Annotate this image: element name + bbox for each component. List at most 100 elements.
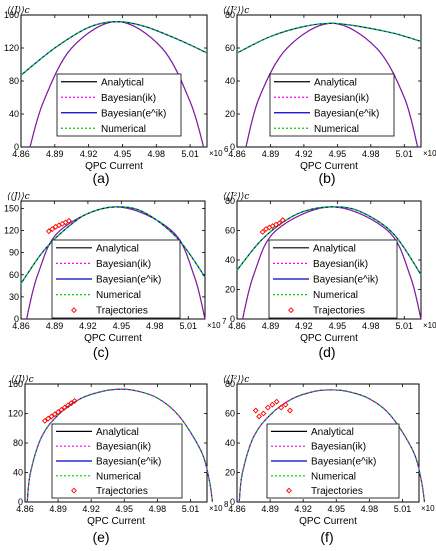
trajectory-point [65,402,71,409]
x-multiplier: ×10 [423,321,436,330]
y-axis-label: ⟨⟨J²⟩⟩c [223,192,249,202]
legend-box [56,73,182,137]
trajectory-point [68,400,75,407]
trajectory-point [273,398,280,405]
trajectory-point [287,407,293,414]
x-tick-label: 5.01 [394,504,412,514]
legend-label-0: Analytical [96,427,139,438]
x-multiplier: ×10 [421,504,435,513]
x-axis-label: QPC Current [299,516,357,527]
legend-marker-trajectories [288,307,294,314]
y-tick-label: 0 [14,314,19,324]
y-tick-label: 150 [4,203,19,213]
x-tick-label: 4.95 [114,149,132,159]
legend-label-2: Bayesian(e^ik) [96,457,161,468]
x-axis-label: QPC Current [85,161,143,172]
x-multiplier: ×10 [207,321,221,330]
y-tick-label: 80 [9,76,19,86]
y-tick-label: 20 [225,109,235,119]
trajectory-point [269,401,276,408]
trajectory-point [264,404,271,411]
y-tick-label: 0 [14,142,19,152]
legend-label-3: Numerical [101,124,146,135]
y-tick-label: 0 [230,142,235,152]
trajectory-point [58,406,65,413]
legend-label-4: Trajectories [313,306,365,317]
legend-label-1: Bayesian(ik) [96,259,151,270]
legend-label-2: Bayesian(e^ik) [101,108,166,119]
trajectory-point [256,413,262,420]
y-tick-label: 40 [9,109,19,119]
x-tick-label: 4.89 [261,504,279,514]
legend-label-1: Bayesian(ik) [314,93,369,104]
plot-frame [20,200,206,320]
y-tick-label: 30 [9,292,19,302]
y-axis-label: ⟨⟨J⟩⟩c [7,6,30,16]
x-tick-label: 4.89 [46,321,64,331]
x-tick-label: 4.98 [148,149,166,159]
trajectory-point [282,401,289,408]
trajectory-point [276,220,283,227]
panel-label: (e) [92,529,109,545]
legend-label-1: Bayesian(ik) [101,93,156,104]
legend-label-4: Trajectories [96,306,148,317]
trajectory-point [45,228,52,235]
panel-label: (f) [320,529,333,545]
legend-marker-trajectories [71,487,77,494]
series-numerical [236,22,422,54]
legend-label-1: Bayesian(ik) [311,442,366,453]
y-tick-label: 160 [8,379,23,389]
trajectory-point [279,217,286,224]
legend-label-4: Trajectories [96,486,148,497]
legend-label-2: Bayesian(e^ik) [96,275,161,286]
panel-label: (a) [92,170,109,186]
series-numerical [20,20,208,76]
trajectory-point [45,415,52,422]
panel-0: 0 40 80 120 160 4.86 4.89 4.92 4.95 4.98 5.01 ×10 6 Q… [4,6,229,186]
series-bayesian-eik [236,22,422,54]
legend-label-3: Numerical [96,471,141,482]
x-tick-label: 4.92 [295,149,313,159]
trajectory-point [259,229,266,235]
legend-label-4: Trajectories [311,486,363,497]
x-tick-label: 4.92 [79,321,97,331]
trajectory-point [61,404,68,411]
x-tick-label: 4.89 [46,149,64,159]
legend-marker-trajectories [71,307,77,314]
x-tick-label: 5.01 [182,504,200,514]
x-tick-label: 4.92 [294,504,312,514]
trajectory-point [48,413,55,420]
x-axis-label: QPC Current [84,333,142,344]
x-tick-label: 4.86 [12,149,30,159]
y-axis-label: ⟨⟨J²⟩⟩c [223,375,249,385]
legend-label-3: Numerical [313,290,358,301]
x-tick-label: 4.92 [295,321,313,331]
series-bayesian-eik [20,20,208,76]
y-tick-label: 0 [18,497,23,507]
series-numerical [20,206,206,284]
legend-label-0: Analytical [96,243,139,254]
legend-label-2: Bayesian(e^ik) [313,275,378,286]
panel-4: 0 40 80 120 160 4.86 4.89 4.92 4.95 4.98 5.01 ×10 8 Q… [8,375,229,545]
x-tick-label: 4.98 [361,504,379,514]
x-multiplier-exponent: 8 [224,500,229,509]
y-tick-label: 80 [225,10,235,20]
x-tick-label: 5.01 [396,149,414,159]
series-bayesian-ik [238,389,425,503]
x-tick-label: 4.98 [149,504,167,514]
y-tick-label: 60 [9,270,19,280]
y-tick-label: 80 [225,379,235,389]
y-tick-label: 20 [225,285,235,295]
y-tick-label: 120 [4,43,19,53]
y-tick-label: 90 [9,248,19,258]
legend-label-1: Bayesian(ik) [313,259,368,270]
legend-label-0: Analytical [311,427,354,438]
y-tick-label: 120 [4,226,19,236]
x-multiplier-exponent: 6 [224,145,229,154]
series-bayesian-ik [26,388,213,503]
y-tick-label: 160 [4,10,19,20]
panel-2: 0 30 60 90 120 150 4.86 4.89 4.92 4.95 4.98 5.01 ×10… [4,192,227,360]
y-axis-label: ⟨⟨J⟩⟩c [7,192,30,202]
trajectory-point [71,398,78,404]
